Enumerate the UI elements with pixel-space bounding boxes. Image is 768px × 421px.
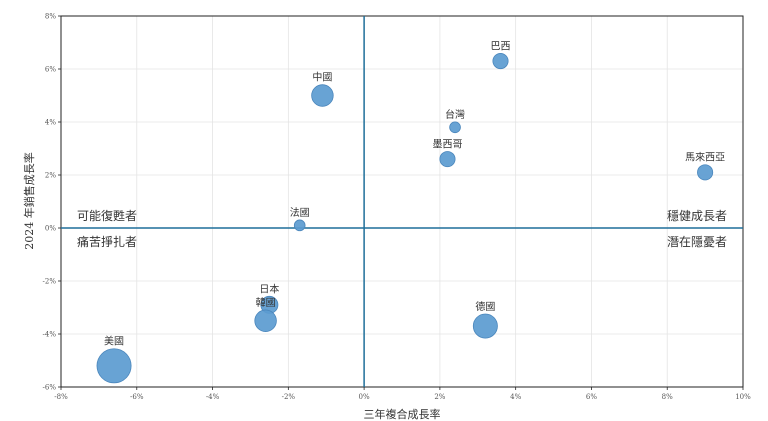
plot-frame [60, 15, 744, 388]
point-label: 美國 [104, 335, 124, 348]
data-point [311, 84, 334, 107]
y-tick-label: 8% [45, 13, 56, 21]
point-label: 德國 [475, 300, 495, 313]
point-label: 法國 [290, 206, 310, 219]
data-point [254, 309, 277, 332]
y-tick-label: -2% [43, 278, 57, 286]
x-tick-label: 10% [735, 393, 751, 401]
point-label: 台灣 [445, 108, 465, 121]
x-tick-label: -4% [206, 393, 220, 401]
data-points [96, 53, 714, 384]
y-tick-label: -6% [43, 384, 57, 392]
y-tick-label: 0% [45, 225, 56, 233]
y-tick-label: 2% [45, 172, 56, 180]
data-point [492, 53, 509, 70]
y-tick-label: -4% [43, 331, 57, 339]
data-point [96, 348, 132, 384]
x-tick-label: -6% [130, 393, 144, 401]
x-tick-label: 6% [586, 393, 597, 401]
data-point [293, 219, 306, 232]
y-axis-label: 2024 年銷售成長率 [22, 152, 36, 250]
data-point [449, 121, 461, 134]
x-axis-label: 三年複合成長率 [364, 407, 441, 421]
x-tick-label: 4% [510, 393, 521, 401]
point-label: 中國 [312, 71, 332, 84]
y-tick-label: 4% [45, 119, 56, 127]
point-label: 日本 [259, 282, 279, 295]
y-tick-label: 6% [45, 66, 56, 74]
point-label: 韓國 [256, 297, 276, 309]
grid [60, 15, 744, 388]
y-axis-ticks: -6% -4% -2% 0% 2% 4% 6% 8% [43, 13, 61, 392]
x-tick-label: 2% [434, 393, 445, 401]
x-tick-label: 8% [662, 393, 673, 401]
quadrant-label-top-left: 可能復甦者 [77, 208, 137, 223]
data-point [697, 164, 714, 181]
data-point [472, 313, 498, 339]
x-tick-label: -8% [54, 393, 68, 401]
x-tick-label: -2% [282, 393, 296, 401]
point-label: 巴西 [491, 40, 511, 52]
point-label: 馬來西亞 [685, 152, 725, 164]
quadrant-label-top-right: 穩健成長者 [667, 209, 727, 223]
quadrant-label-bottom-right: 潛在隱憂者 [667, 235, 727, 249]
quadrant-label-bottom-left: 痛苦掙扎者 [77, 234, 137, 249]
point-label: 墨西哥 [432, 138, 462, 150]
x-tick-label: 0% [359, 393, 370, 401]
data-point [439, 151, 456, 168]
x-axis-ticks: -8% -6% -4% -2% 0% 2% 4% 6% 8% 10% [54, 387, 751, 401]
